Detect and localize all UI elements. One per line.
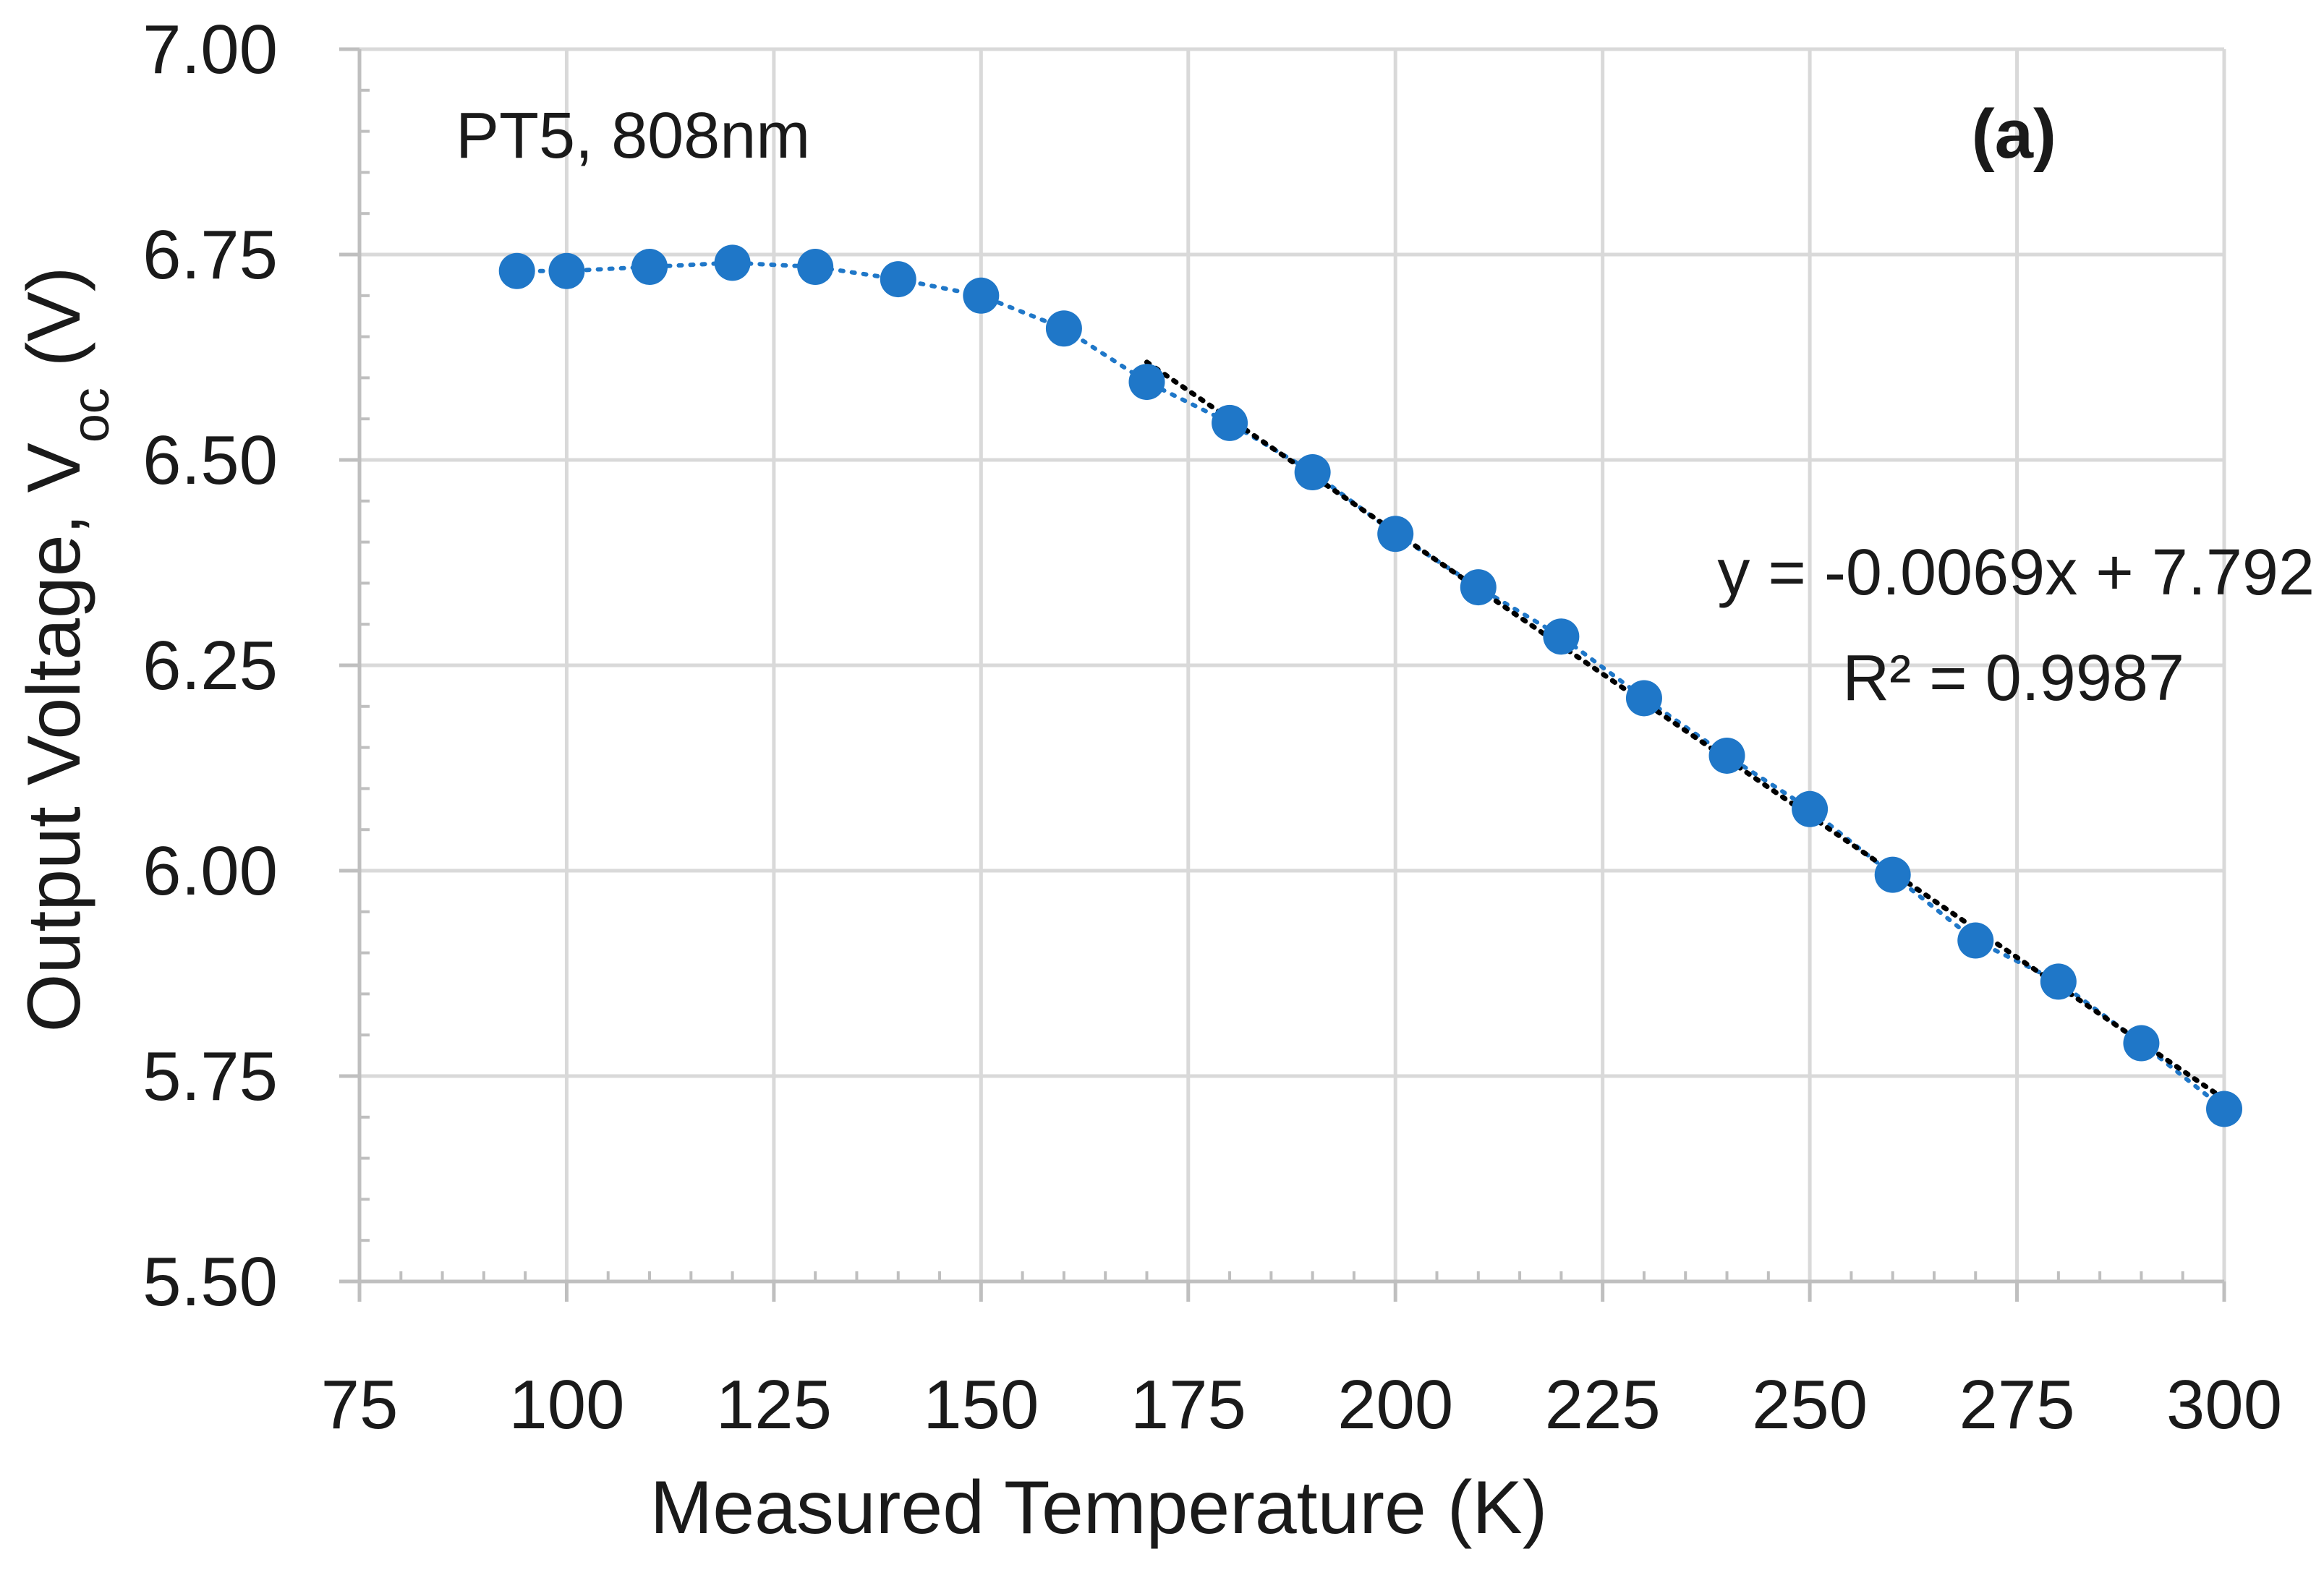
data-point (1874, 856, 1911, 893)
x-tick-label: 300 (2166, 1366, 2282, 1443)
data-point (2123, 1025, 2160, 1062)
data-point (797, 249, 834, 286)
data-point (2040, 963, 2077, 1000)
data-point (1957, 922, 1994, 959)
y-tick-label: 5.75 (142, 1038, 278, 1115)
y-tick-label: 6.50 (142, 422, 278, 499)
x-tick-label: 100 (508, 1366, 624, 1443)
x-tick-label: 150 (923, 1366, 1039, 1443)
y-tick-label: 6.25 (142, 627, 278, 704)
data-point (631, 249, 668, 286)
data-point (1294, 454, 1331, 491)
x-tick-label: 275 (1959, 1366, 2074, 1443)
x-axis-title: Measured Temperature (K) (650, 1466, 1548, 1550)
x-tick-label: 175 (1131, 1366, 1246, 1443)
y-axis-title-main: Output Voltage, V (12, 443, 96, 1032)
trendline-r2: R² = 0.9987 (1842, 642, 2184, 714)
series-annotation: PT5, 808nm (456, 100, 810, 172)
x-tick-label: 125 (716, 1366, 832, 1443)
data-point (1543, 618, 1580, 655)
data-point (1128, 364, 1165, 401)
data-point (548, 252, 585, 289)
data-point (1708, 737, 1745, 774)
x-tick-label: 75 (321, 1366, 399, 1443)
series-layer (498, 244, 2242, 1127)
data-point (1212, 404, 1248, 441)
y-axis-title: Output Voltage, Voc (V) (12, 267, 120, 1033)
y-tick-label: 6.00 (142, 832, 278, 910)
data-point (714, 244, 751, 281)
data-point (498, 252, 535, 289)
y-axis-title-subscript: oc (62, 388, 120, 443)
y-tick-label: 5.50 (142, 1243, 278, 1321)
label-layer: 75 100 125 150 175 200 225 250 275 300 5.50 5.75 6.0… (142, 11, 2282, 1443)
panel-label: (a) (1972, 95, 2056, 173)
data-point (1625, 680, 1662, 717)
axis-layer (339, 47, 2226, 1302)
data-point (1045, 310, 1082, 347)
y-tick-label: 6.75 (142, 216, 278, 294)
data-point (1792, 790, 1829, 827)
data-point (1460, 569, 1497, 606)
x-tick-label: 225 (1545, 1366, 1661, 1443)
x-tick-label: 200 (1337, 1366, 1453, 1443)
data-point (2206, 1091, 2242, 1127)
y-axis-title-unit: (V) (12, 267, 96, 388)
data-point (1377, 516, 1414, 553)
data-point (963, 277, 1000, 314)
x-tick-label: 250 (1752, 1366, 1868, 1443)
y-tick-label: 7.00 (142, 11, 278, 88)
trendline-equation: y = -0.0069x + 7.792 (1717, 537, 2315, 609)
data-point (880, 261, 916, 298)
